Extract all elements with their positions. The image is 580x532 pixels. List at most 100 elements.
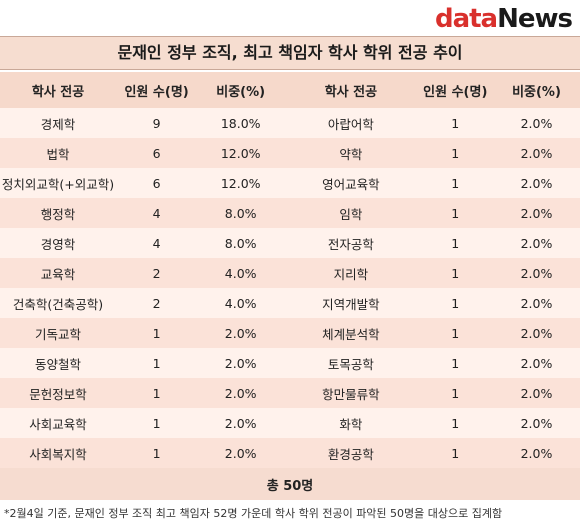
cell-major-right: 아랍어학 [284,108,418,138]
cell-count-right: 1 [417,198,493,228]
total-label: 총 50명 [0,468,580,500]
cell-ratio-left: 2.0% [197,318,285,348]
table-row: 동양철학 1 2.0% 토목공학 1 2.0% [0,348,580,378]
cell-ratio-left: 18.0% [197,108,285,138]
cell-count-left: 2 [116,288,198,318]
cell-major-left: 행정학 [0,198,116,228]
cell-major-right: 지리학 [284,258,418,288]
cell-count-left: 4 [116,228,198,258]
cell-count-right: 1 [417,348,493,378]
cell-ratio-right: 2.0% [492,198,580,228]
cell-ratio-right: 2.0% [492,228,580,258]
header-major-right: 학사 전공 [284,72,418,108]
cell-ratio-right: 2.0% [492,168,580,198]
cell-ratio-right: 2.0% [492,348,580,378]
cell-ratio-left: 12.0% [197,138,285,168]
cell-major-left: 건축학(건축공학) [0,288,116,318]
cell-ratio-right: 2.0% [492,408,580,438]
cell-major-right: 전자공학 [284,228,418,258]
cell-major-left: 동양철학 [0,348,116,378]
table-body: 경제학 9 18.0% 아랍어학 1 2.0% 법학 6 12.0% 약학 1 2.0% 정치외교학(+… [0,108,580,468]
cell-count-left: 4 [116,198,198,228]
cell-ratio-left: 2.0% [197,438,285,468]
cell-count-right: 1 [417,258,493,288]
cell-major-right: 임학 [284,198,418,228]
cell-count-left: 1 [116,408,198,438]
cell-ratio-left: 4.0% [197,288,285,318]
major-table: 학사 전공 인원 수(명) 비중(%) 학사 전공 인원 수(명) 비중(%) … [0,72,580,500]
total-row: 총 50명 [0,468,580,500]
cell-major-right: 체계분석학 [284,318,418,348]
table-row: 행정학 4 8.0% 임학 1 2.0% [0,198,580,228]
cell-count-left: 9 [116,108,198,138]
table-row: 법학 6 12.0% 약학 1 2.0% [0,138,580,168]
cell-count-right: 1 [417,138,493,168]
logo-part-data: data [434,4,498,34]
cell-major-right: 항만물류학 [284,378,418,408]
cell-major-right: 토목공학 [284,348,418,378]
table-row: 사회복지학 1 2.0% 환경공학 1 2.0% [0,438,580,468]
cell-major-left: 기독교학 [0,318,116,348]
cell-count-left: 1 [116,318,198,348]
cell-major-right: 영어교육학 [284,168,418,198]
cell-ratio-left: 8.0% [197,198,285,228]
cell-ratio-left: 4.0% [197,258,285,288]
cell-count-left: 6 [116,138,198,168]
table-row: 경제학 9 18.0% 아랍어학 1 2.0% [0,108,580,138]
header-count-left: 인원 수(명) [116,72,198,108]
cell-ratio-left: 2.0% [197,378,285,408]
cell-ratio-right: 2.0% [492,258,580,288]
cell-major-left: 경영학 [0,228,116,258]
table-row: 경영학 4 8.0% 전자공학 1 2.0% [0,228,580,258]
cell-major-right: 약학 [284,138,418,168]
cell-count-left: 6 [116,168,198,198]
table-row: 건축학(건축공학) 2 4.0% 지역개발학 1 2.0% [0,288,580,318]
cell-count-right: 1 [417,318,493,348]
cell-count-left: 1 [116,348,198,378]
cell-count-right: 1 [417,438,493,468]
cell-count-left: 1 [116,378,198,408]
header-row: 학사 전공 인원 수(명) 비중(%) 학사 전공 인원 수(명) 비중(%) [0,72,580,108]
cell-major-left: 법학 [0,138,116,168]
cell-major-right: 환경공학 [284,438,418,468]
cell-ratio-right: 2.0% [492,138,580,168]
cell-ratio-left: 2.0% [197,348,285,378]
header-count-right: 인원 수(명) [417,72,493,108]
footnote: *2월4일 기준, 문재인 정부 조직 최고 책임자 52명 가운데 학사 학위… [4,507,503,520]
cell-count-right: 1 [417,228,493,258]
cell-count-right: 1 [417,168,493,198]
cell-count-right: 1 [417,408,493,438]
cell-count-right: 1 [417,378,493,408]
table-row: 정치외교학(+외교학) 6 12.0% 영어교육학 1 2.0% [0,168,580,198]
table-row: 사회교육학 1 2.0% 화학 1 2.0% [0,408,580,438]
cell-major-right: 지역개발학 [284,288,418,318]
cell-ratio-right: 2.0% [492,438,580,468]
header-ratio-right: 비중(%) [492,72,580,108]
header-major-left: 학사 전공 [0,72,116,108]
cell-ratio-left: 2.0% [197,408,285,438]
cell-major-left: 사회교육학 [0,408,116,438]
table-row: 기독교학 1 2.0% 체계분석학 1 2.0% [0,318,580,348]
table-title: 문재인 정부 조직, 최고 책임자 학사 학위 전공 추이 [0,36,580,70]
cell-major-left: 문헌정보학 [0,378,116,408]
cell-major-left: 정치외교학(+외교학) [0,168,116,198]
cell-ratio-left: 8.0% [197,228,285,258]
cell-ratio-left: 12.0% [197,168,285,198]
cell-ratio-right: 2.0% [492,318,580,348]
cell-major-left: 사회복지학 [0,438,116,468]
cell-count-left: 2 [116,258,198,288]
table-row: 문헌정보학 1 2.0% 항만물류학 1 2.0% [0,378,580,408]
cell-count-right: 1 [417,108,493,138]
cell-major-left: 경제학 [0,108,116,138]
table-row: 교육학 2 4.0% 지리학 1 2.0% [0,258,580,288]
cell-major-left: 교육학 [0,258,116,288]
cell-ratio-right: 2.0% [492,288,580,318]
datanews-logo: dataNews [434,4,573,34]
header-ratio-left: 비중(%) [197,72,285,108]
logo-part-news: News [497,4,573,34]
cell-ratio-right: 2.0% [492,108,580,138]
cell-ratio-right: 2.0% [492,378,580,408]
cell-major-right: 화학 [284,408,418,438]
cell-count-left: 1 [116,438,198,468]
cell-count-right: 1 [417,288,493,318]
